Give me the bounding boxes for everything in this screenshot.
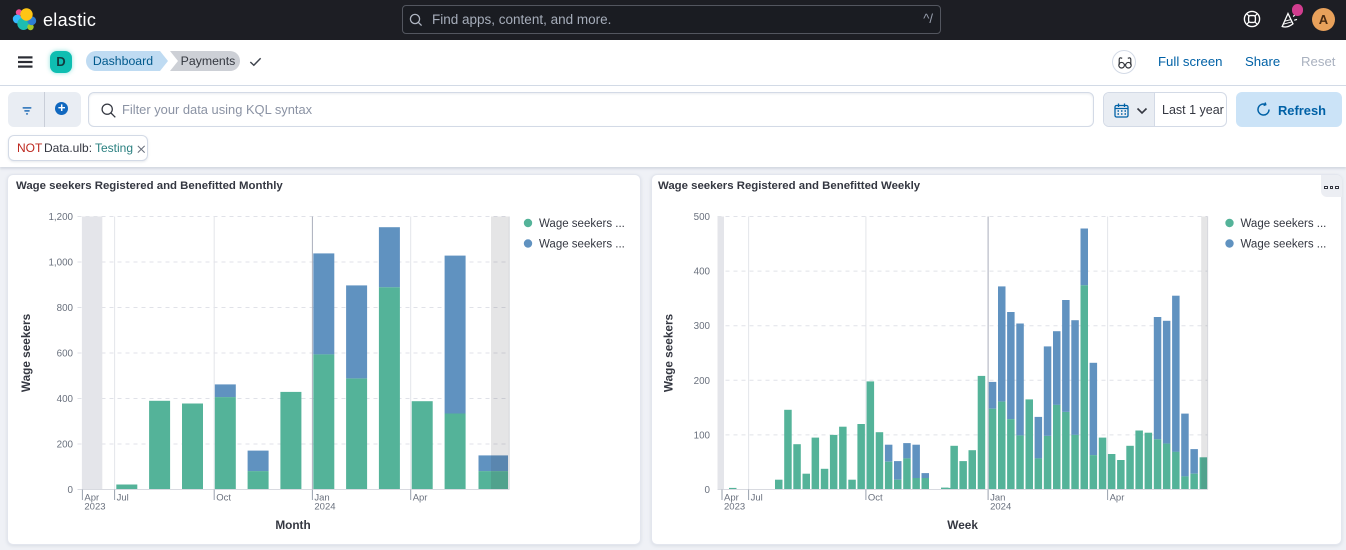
svg-text:Wage seekers: Wage seekers xyxy=(19,313,33,392)
svg-text:2023: 2023 xyxy=(724,502,745,513)
svg-text:200: 200 xyxy=(694,376,711,387)
svg-text:Jan: Jan xyxy=(314,493,329,504)
svg-text:500: 500 xyxy=(694,212,711,223)
svg-text:Wage seekers ...: Wage seekers ... xyxy=(539,238,625,250)
svg-text:Wage seekers ...: Wage seekers ... xyxy=(1241,218,1327,230)
svg-text:2023: 2023 xyxy=(84,502,105,513)
svg-text:1,000: 1,000 xyxy=(48,258,73,269)
svg-text:600: 600 xyxy=(57,349,74,360)
svg-text:1,200: 1,200 xyxy=(48,212,73,223)
svg-text:Jul: Jul xyxy=(117,493,129,504)
svg-text:Wage seekers ...: Wage seekers ... xyxy=(539,218,625,230)
svg-text:2024: 2024 xyxy=(990,502,1011,513)
svg-text:300: 300 xyxy=(694,321,711,332)
svg-text:200: 200 xyxy=(57,440,74,451)
svg-text:Wage seekers ...: Wage seekers ... xyxy=(1241,238,1327,250)
svg-text:400: 400 xyxy=(57,394,74,405)
svg-text:100: 100 xyxy=(694,430,711,441)
svg-text:0: 0 xyxy=(68,485,74,496)
svg-text:Oct: Oct xyxy=(868,493,883,504)
svg-text:Jul: Jul xyxy=(751,493,763,504)
svg-text:Apr: Apr xyxy=(1110,493,1125,504)
svg-text:Oct: Oct xyxy=(216,493,231,504)
svg-text:Jan: Jan xyxy=(990,493,1005,504)
svg-text:Apr: Apr xyxy=(724,493,739,504)
svg-text:Month: Month xyxy=(275,518,310,532)
svg-text:400: 400 xyxy=(694,267,711,278)
svg-text:2024: 2024 xyxy=(314,502,335,513)
svg-text:800: 800 xyxy=(57,303,74,314)
svg-text:Apr: Apr xyxy=(84,493,99,504)
svg-text:Wage seekers: Wage seekers xyxy=(662,313,676,392)
svg-text:Apr: Apr xyxy=(413,493,428,504)
svg-text:Week: Week xyxy=(947,518,978,532)
svg-text:0: 0 xyxy=(705,485,711,496)
